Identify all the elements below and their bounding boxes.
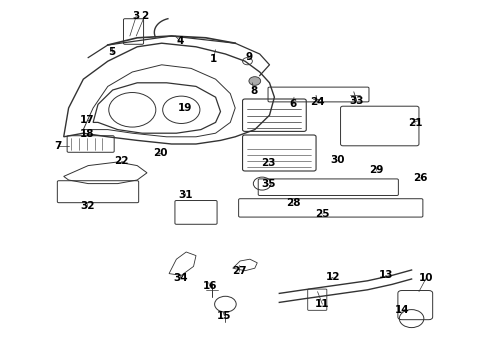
- Text: 27: 27: [232, 266, 246, 276]
- Text: 16: 16: [202, 281, 217, 291]
- Text: 9: 9: [245, 52, 252, 62]
- Text: 15: 15: [217, 311, 232, 321]
- Text: 21: 21: [408, 118, 423, 128]
- Text: 34: 34: [173, 273, 188, 283]
- Text: 26: 26: [413, 173, 428, 183]
- Text: 22: 22: [114, 156, 129, 166]
- Text: 23: 23: [261, 158, 276, 168]
- Text: 7: 7: [54, 141, 62, 151]
- Text: 14: 14: [394, 305, 409, 315]
- Text: 17: 17: [80, 114, 95, 125]
- Text: 31: 31: [178, 190, 193, 200]
- Text: 1: 1: [210, 54, 217, 64]
- Text: 6: 6: [290, 99, 296, 109]
- Text: 19: 19: [178, 103, 193, 113]
- Text: 33: 33: [349, 96, 364, 106]
- Text: 2: 2: [141, 11, 148, 21]
- Text: 5: 5: [108, 47, 115, 57]
- Text: 20: 20: [153, 148, 168, 158]
- Text: 3: 3: [133, 11, 140, 21]
- Circle shape: [249, 77, 261, 85]
- Text: 4: 4: [176, 36, 184, 46]
- Text: 28: 28: [286, 198, 300, 208]
- Text: 32: 32: [80, 201, 95, 211]
- Text: 18: 18: [80, 129, 95, 139]
- Text: 35: 35: [261, 179, 276, 189]
- Text: 13: 13: [379, 270, 393, 280]
- Text: 29: 29: [369, 165, 384, 175]
- Text: 25: 25: [315, 209, 330, 219]
- Text: 11: 11: [315, 299, 330, 309]
- Text: 8: 8: [250, 86, 257, 96]
- Text: 24: 24: [310, 96, 325, 107]
- Text: 12: 12: [326, 272, 341, 282]
- Text: 10: 10: [419, 273, 434, 283]
- Text: 30: 30: [330, 155, 344, 165]
